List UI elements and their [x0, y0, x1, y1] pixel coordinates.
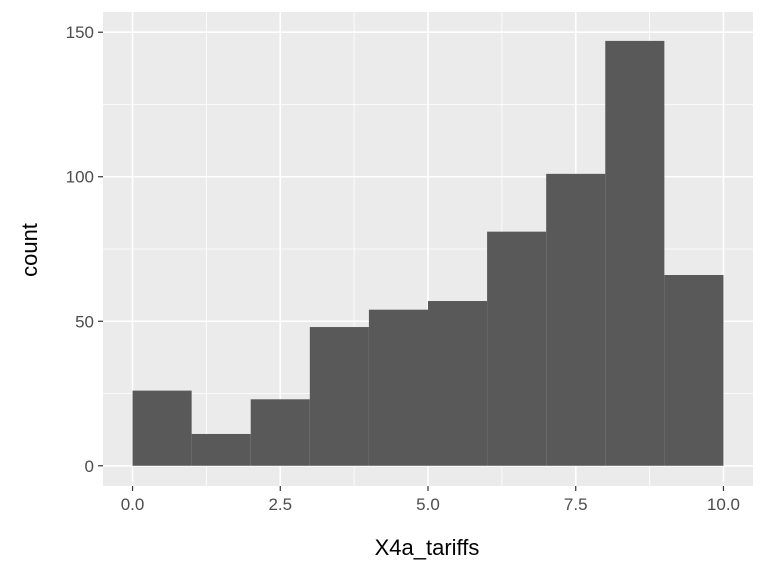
- x-tick-label: 0.0: [121, 495, 145, 514]
- histogram-bar: [250, 399, 310, 466]
- y-axis: 0 50 100 150: [66, 23, 103, 476]
- histogram-bar: [546, 173, 606, 466]
- histogram-bar: [132, 390, 192, 466]
- y-tick-label: 0: [85, 457, 94, 476]
- y-tick-label: 100: [66, 168, 94, 187]
- bars: [132, 40, 724, 466]
- y-tick-label: 150: [66, 23, 94, 42]
- x-tick-label: 2.5: [268, 495, 292, 514]
- y-tick-label: 50: [75, 312, 94, 331]
- y-axis-title: count: [17, 223, 42, 277]
- histogram-bar: [368, 309, 428, 466]
- x-tick-label: 5.0: [416, 495, 440, 514]
- histogram-bar: [428, 301, 488, 466]
- histogram-bar: [605, 40, 665, 466]
- x-axis: 0.0 2.5 5.0 7.5 10.0: [121, 486, 740, 514]
- x-axis-title: X4a_tariffs: [375, 535, 480, 560]
- histogram-bar: [487, 231, 547, 466]
- histogram-bar: [664, 275, 724, 466]
- x-tick-label: 10.0: [707, 495, 740, 514]
- histogram-bar: [309, 327, 369, 466]
- histogram-bar: [191, 433, 251, 466]
- x-tick-label: 7.5: [564, 495, 588, 514]
